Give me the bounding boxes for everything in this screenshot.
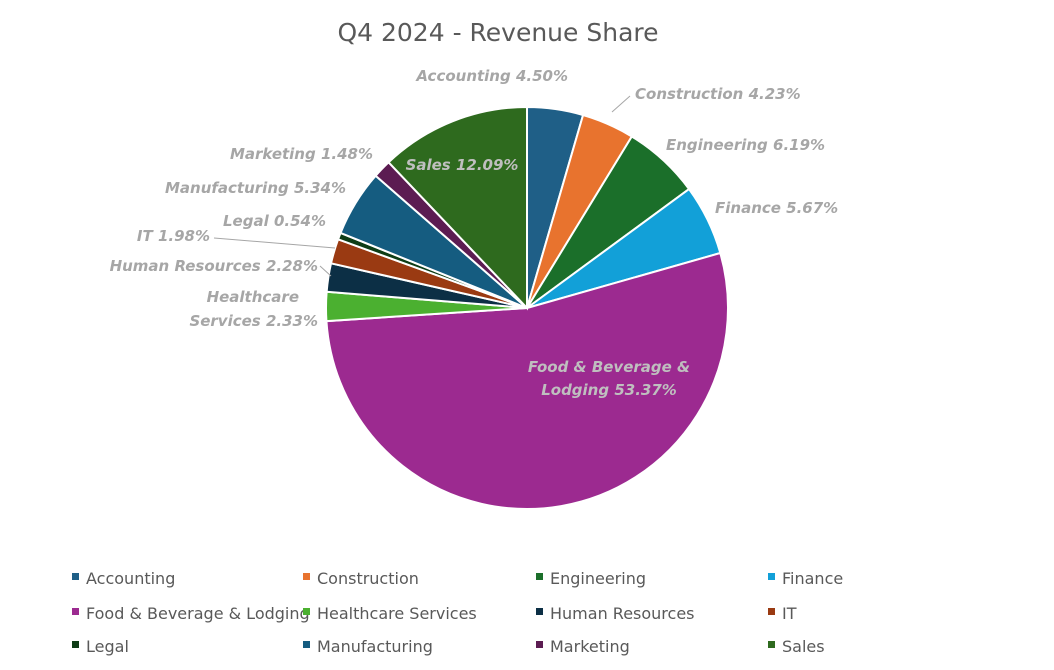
legend-swatch-accounting <box>72 573 79 580</box>
legend-item-construction[interactable]: Construction <box>303 569 419 588</box>
data-label-construction: Construction 4.23% <box>635 85 801 103</box>
legend-item-engineering[interactable]: Engineering <box>536 569 646 588</box>
legend-item-manufacturing[interactable]: Manufacturing <box>303 637 433 656</box>
legend-label-construction: Construction <box>317 569 419 588</box>
slice-sales[interactable] <box>387 105 528 311</box>
legend-item-finance[interactable]: Finance <box>768 569 843 588</box>
leader-line-it <box>213 237 336 249</box>
legend-label-it: IT <box>782 604 797 623</box>
legend-label-human-resources: Human Resources <box>550 604 695 623</box>
leader-line-construction <box>611 95 631 113</box>
legend-swatch-healthcare-services <box>303 608 310 615</box>
legend-swatch-marketing <box>536 641 543 648</box>
legend-item-it[interactable]: IT <box>768 604 797 623</box>
data-label-marketing: Marketing 1.48% <box>230 145 373 163</box>
data-label-food-and-beverage-and-lodging: Food & Beverage & Lodging 53.37% <box>528 358 690 399</box>
legend-label-finance: Finance <box>782 569 843 588</box>
legend-swatch-human-resources <box>536 608 543 615</box>
legend-label-manufacturing: Manufacturing <box>317 637 433 656</box>
data-label-it: IT 1.98% <box>137 227 210 245</box>
chart-title: Q4 2024 - Revenue Share <box>337 18 658 47</box>
data-label-human-resources: Human Resources 2.28% <box>110 257 318 275</box>
legend-label-marketing: Marketing <box>550 637 630 656</box>
legend-item-human-resources[interactable]: Human Resources <box>536 604 695 623</box>
legend-swatch-legal <box>72 641 79 648</box>
legend-item-accounting[interactable]: Accounting <box>72 569 175 588</box>
legend-item-food-and-beverage-and-lodging[interactable]: Food & Beverage & Lodging <box>72 604 310 623</box>
legend-swatch-construction <box>303 573 310 580</box>
legend-label-legal: Legal <box>86 637 129 656</box>
legend-item-marketing[interactable]: Marketing <box>536 637 630 656</box>
data-label-accounting: Accounting 4.50% <box>415 67 568 85</box>
legend-label-food-and-beverage-and-lodging: Food & Beverage & Lodging <box>86 604 310 623</box>
legend-swatch-manufacturing <box>303 641 310 648</box>
legend-item-legal[interactable]: Legal <box>72 637 129 656</box>
data-label-healthcare-services: Healthcare Services 2.33% <box>189 288 318 330</box>
data-label-manufacturing: Manufacturing 5.34% <box>165 179 346 197</box>
legend-swatch-sales <box>768 641 775 648</box>
legend-item-healthcare-services[interactable]: Healthcare Services <box>303 604 477 623</box>
data-label-engineering: Engineering 6.19% <box>666 136 825 154</box>
legend-swatch-finance <box>768 573 775 580</box>
slice-food-and-beverage-and-lodging[interactable] <box>325 251 729 511</box>
legend-label-sales: Sales <box>782 637 825 656</box>
legend: Accounting Construction Engineering Finance… <box>72 569 843 656</box>
legend-item-sales[interactable]: Sales <box>768 637 825 656</box>
legend-label-accounting: Accounting <box>86 569 175 588</box>
legend-label-engineering: Engineering <box>550 569 646 588</box>
legend-swatch-engineering <box>536 573 543 580</box>
data-label-legal: Legal 0.54% <box>223 212 326 230</box>
data-label-sales: Sales 12.09% <box>406 156 519 174</box>
legend-label-healthcare-services: Healthcare Services <box>317 604 477 623</box>
data-label-finance: Finance 5.67% <box>715 199 838 217</box>
legend-swatch-it <box>768 608 775 615</box>
legend-swatch-food-and-beverage-and-lodging <box>72 608 79 615</box>
leader-line-human-resources <box>319 265 332 277</box>
